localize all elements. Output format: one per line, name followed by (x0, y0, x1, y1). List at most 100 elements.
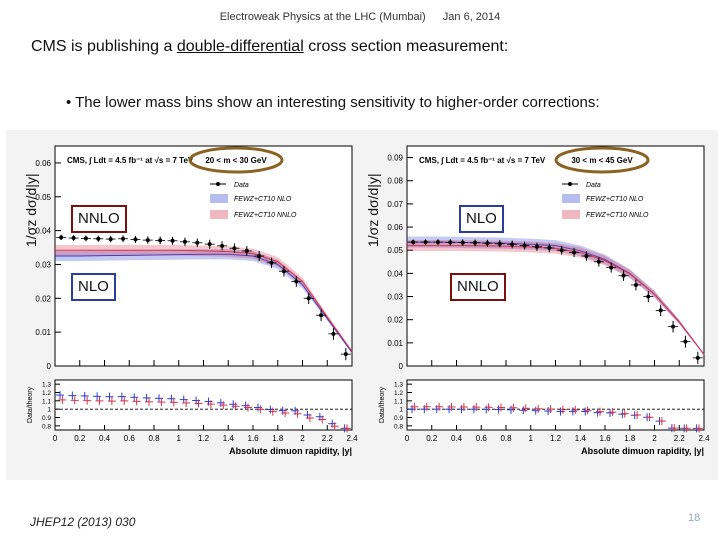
x-tick-label: 1 (529, 434, 534, 443)
legend-nnlo-swatch (562, 210, 580, 219)
x-tick-label: 0.4 (451, 434, 463, 443)
data-point (497, 241, 502, 246)
slide-header: Electroweak Physics at the LHC (Mumbai) … (0, 11, 720, 23)
data-point (460, 240, 465, 245)
x-tick-label: 1 (177, 434, 182, 443)
x-tick-label: 1.4 (223, 434, 235, 443)
y-tick-label: 0.01 (387, 339, 403, 348)
cms-label: CMS, ∫ Ldt = 4.5 fb⁻¹ at √s = 7 TeV (419, 156, 546, 165)
data-point (145, 238, 150, 243)
data-point (411, 240, 416, 245)
y-tick-label: 0.05 (387, 246, 403, 255)
title-post: cross section measurement: (303, 38, 509, 55)
y-tick-label: 0.06 (35, 159, 51, 168)
x-axis-label: Absolute dimuon rapidity, |y| (229, 446, 352, 456)
nnlo-band-line (407, 245, 705, 355)
nnlo-band-line (55, 249, 353, 352)
bullet-point: • The lower mass bins show an interestin… (66, 94, 600, 111)
main-frame (406, 145, 705, 367)
y-tick-label: 0.04 (387, 269, 403, 278)
data-point (220, 243, 225, 248)
ratio-y-axis-label: Data/theory (27, 386, 34, 423)
y-tick-label: 0.04 (35, 227, 51, 236)
data-point (658, 308, 663, 313)
data-point (485, 241, 490, 246)
data-point (534, 244, 539, 249)
legend-nnlo-label: FEWZ+CT10 NNLO (586, 212, 649, 219)
data-point (269, 260, 274, 265)
conference-name: Electroweak Physics at the LHC (Mumbai) (219, 11, 426, 23)
journal-reference: JHEP12 (2013) 030 (30, 515, 136, 529)
data-point (207, 242, 212, 247)
data-point (596, 259, 601, 264)
ratio-y-tick-label: 0.9 (42, 415, 51, 422)
ratio-y-tick-label: 1.2 (394, 390, 403, 397)
y-tick-label: 0.02 (387, 316, 403, 325)
data-point (182, 239, 187, 244)
data-point (96, 236, 101, 241)
legend-nlo-swatch (210, 194, 228, 203)
data-point (633, 282, 638, 287)
x-tick-label: 1.6 (599, 434, 611, 443)
legend-nlo-label: FEWZ+CT10 NLO (234, 196, 292, 203)
ratio-y-tick-label: 0.8 (42, 423, 51, 430)
x-tick-label: 2.2 (322, 434, 334, 443)
mass-bin-label: 20 < m < 30 GeV (205, 156, 267, 165)
y-tick-label: 0.06 (387, 223, 403, 232)
data-point (257, 254, 262, 258)
ratio-y-tick-label: 1.1 (42, 398, 51, 405)
mass-bin-label: 30 < m < 45 GeV (571, 156, 633, 165)
x-tick-label: 0.8 (148, 434, 160, 443)
x-tick-label: 0.4 (99, 434, 111, 443)
data-point (522, 243, 527, 248)
ratio-frame (54, 379, 353, 431)
x-tick-label: 0.6 (124, 434, 136, 443)
data-point (547, 245, 552, 250)
ratio-y-tick-label: 1.2 (42, 390, 51, 397)
ratio-y-tick-label: 1.3 (394, 382, 403, 389)
cms-label: CMS, ∫ Ldt = 4.5 fb⁻¹ at √s = 7 TeV (67, 156, 194, 165)
ratio-y-axis-label: Data/theory (379, 386, 386, 423)
nlo-band (55, 249, 352, 354)
y-tick-label: 0 (399, 362, 404, 371)
data-point (232, 246, 237, 251)
y-tick-label: 0.02 (35, 294, 51, 303)
y-tick-label: 0.07 (387, 200, 403, 209)
x-tick-label: 0 (405, 434, 410, 443)
data-point (683, 339, 688, 344)
data-point (423, 240, 428, 245)
data-point (473, 240, 478, 245)
legend-data-marker (216, 182, 220, 186)
left-chart: 00.010.020.030.040.050.060.80.911.11.21.… (27, 145, 358, 456)
ratio-y-tick-label: 1.3 (42, 382, 51, 389)
data-point (435, 240, 440, 245)
ratio-y-tick-label: 1 (399, 407, 403, 414)
x-tick-label: 0.2 (74, 434, 86, 443)
x-tick-label: 1.8 (272, 434, 284, 443)
data-point (695, 355, 700, 360)
mass-bin-highlight (188, 146, 284, 174)
right-annotation-nlo: NLO (459, 205, 504, 233)
ratio-y-tick-label: 1.1 (394, 398, 403, 405)
data-point (343, 352, 348, 357)
x-tick-label: 1.6 (247, 434, 259, 443)
right-annotation-nnlo: NNLO (450, 273, 506, 301)
y-tick-label: 0 (47, 362, 52, 371)
data-point (281, 269, 286, 274)
data-point (59, 235, 64, 240)
x-tick-label: 0.8 (500, 434, 512, 443)
data-point (306, 296, 311, 301)
y-tick-label: 0.03 (35, 260, 51, 269)
y-tick-label: 0.09 (387, 154, 403, 163)
data-point (671, 324, 676, 329)
data-point (195, 240, 200, 245)
data-point (448, 240, 453, 245)
title-pre: CMS is publishing a (31, 38, 177, 55)
data-point (510, 242, 515, 247)
x-tick-label: 0.2 (426, 434, 438, 443)
data-point (319, 313, 324, 318)
legend-data-marker (568, 182, 572, 186)
x-axis-label: Absolute dimuon rapidity, |y| (581, 446, 704, 456)
page-number: 18 (688, 512, 701, 524)
data-point (133, 237, 138, 242)
